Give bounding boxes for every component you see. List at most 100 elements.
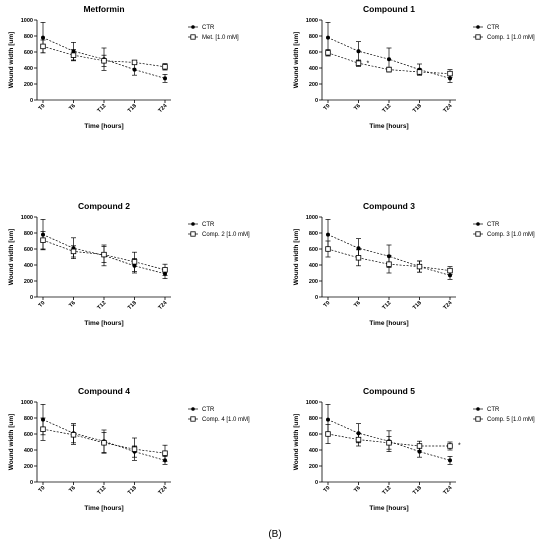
x-tick-label: T24 bbox=[442, 485, 454, 497]
data-point bbox=[132, 67, 137, 72]
y-tick-label: 200 bbox=[24, 464, 33, 470]
legend-marker bbox=[191, 25, 195, 29]
data-point bbox=[416, 443, 423, 449]
data-point bbox=[326, 417, 330, 422]
y-tick-label: 400 bbox=[309, 66, 318, 72]
significance-marker: * bbox=[458, 442, 461, 449]
data-point bbox=[70, 432, 77, 438]
x-tick-label: T18 bbox=[412, 485, 423, 496]
y-tick-label: 1000 bbox=[21, 215, 33, 221]
data-point bbox=[416, 263, 423, 270]
data-point bbox=[162, 450, 168, 456]
y-tick-label: 800 bbox=[309, 416, 318, 422]
x-axis-label: Time [hours] bbox=[84, 505, 123, 512]
x-tick-label: T6 bbox=[353, 300, 362, 309]
legend-entry: CTR bbox=[188, 407, 215, 413]
chart-title: Compound 3 bbox=[363, 201, 415, 211]
legend-entry: CTR bbox=[473, 222, 500, 228]
legend-entry: Comp. 2 [1.0 mM] bbox=[188, 231, 250, 238]
data-point bbox=[131, 59, 138, 66]
data-point bbox=[325, 50, 331, 56]
data-point bbox=[355, 255, 362, 261]
data-point bbox=[325, 246, 331, 252]
y-tick-label: 0 bbox=[315, 98, 318, 104]
x-tick-label: T24 bbox=[157, 485, 169, 497]
y-tick-label: 200 bbox=[309, 82, 318, 88]
legend-label: Comp. 2 [1.0 mM] bbox=[202, 232, 250, 238]
y-axis-label: Wound width [um] bbox=[293, 32, 300, 89]
data-point bbox=[355, 60, 362, 66]
y-tick-label: 600 bbox=[309, 432, 318, 438]
series-2 bbox=[40, 417, 168, 462]
y-tick-label: 800 bbox=[309, 231, 318, 237]
legend-entry: CTR bbox=[473, 25, 500, 31]
y-axis-label: Wound width [um] bbox=[8, 32, 15, 89]
y-tick-label: 600 bbox=[24, 432, 33, 438]
data-point bbox=[326, 232, 330, 237]
y-tick-label: 600 bbox=[24, 50, 33, 56]
x-tick-label: T18 bbox=[127, 485, 138, 496]
legend-marker bbox=[476, 407, 480, 411]
y-tick-label: 1000 bbox=[306, 400, 318, 406]
data-point bbox=[162, 267, 168, 273]
x-tick-label: T18 bbox=[127, 300, 138, 311]
chart-panel-2: Compound 1 0 200 400 600 800 1000 T0 T6 T12 T18 T24… bbox=[293, 4, 535, 130]
legend-entry: Comp. 3 [1.0 mM] bbox=[473, 231, 535, 238]
data-point bbox=[356, 246, 361, 251]
series-line bbox=[327, 433, 450, 447]
data-point bbox=[41, 35, 45, 40]
legend-marker bbox=[191, 222, 195, 226]
legend-label: CTR bbox=[202, 25, 215, 31]
data-point bbox=[356, 49, 361, 54]
series-1 bbox=[325, 404, 453, 465]
y-tick-label: 0 bbox=[315, 480, 318, 486]
legend-marker bbox=[475, 416, 481, 422]
y-tick-label: 200 bbox=[24, 82, 33, 88]
x-axis-label: Time [hours] bbox=[84, 320, 123, 327]
data-point bbox=[131, 259, 138, 265]
y-axis-label: Wound width [um] bbox=[8, 414, 15, 471]
legend-entry: CTR bbox=[473, 407, 500, 413]
x-tick-label: T18 bbox=[127, 103, 138, 114]
data-point bbox=[386, 66, 392, 73]
x-tick-label: T12 bbox=[381, 485, 392, 496]
chart-panel-3: Compound 2 0 200 400 600 800 1000 T0 T6 T12 T18 T24… bbox=[8, 201, 250, 327]
panel-label: (B) bbox=[268, 529, 281, 540]
legend-entry: Met. [1.0 mM] bbox=[188, 34, 239, 41]
legend-label: CTR bbox=[487, 222, 500, 228]
data-point bbox=[448, 458, 452, 463]
significance-marker: * bbox=[367, 60, 370, 67]
series-line bbox=[42, 46, 166, 68]
y-axis-label: Wound width [um] bbox=[293, 229, 300, 286]
legend-label: CTR bbox=[202, 407, 215, 413]
data-point bbox=[163, 76, 167, 81]
y-tick-label: 0 bbox=[315, 295, 318, 301]
chart-title: Compound 4 bbox=[78, 386, 130, 396]
data-point bbox=[387, 57, 391, 62]
y-tick-label: 800 bbox=[309, 34, 318, 40]
x-tick-label: T12 bbox=[96, 103, 107, 114]
chart-panel-1: Metformin 0 200 400 600 800 1000 T0 T6 T12 T18 T24 T… bbox=[8, 4, 239, 130]
series-1 bbox=[325, 22, 453, 83]
y-tick-label: 1000 bbox=[306, 215, 318, 221]
data-point bbox=[386, 440, 392, 446]
legend-entry: Comp. 1 [1.0 mM] bbox=[473, 34, 535, 41]
x-tick-label: T24 bbox=[442, 103, 454, 115]
y-tick-label: 400 bbox=[309, 448, 318, 454]
y-tick-label: 800 bbox=[24, 231, 33, 237]
x-tick-label: T0 bbox=[38, 103, 47, 112]
data-point bbox=[40, 43, 46, 50]
y-tick-label: 1000 bbox=[306, 18, 318, 24]
legend-marker bbox=[190, 416, 196, 422]
series-2 bbox=[40, 39, 168, 71]
data-point bbox=[101, 58, 107, 64]
y-tick-label: 0 bbox=[30, 480, 33, 486]
series-2 bbox=[325, 49, 453, 78]
data-point bbox=[326, 35, 330, 40]
data-point bbox=[70, 52, 77, 58]
data-point bbox=[162, 64, 168, 70]
x-tick-label: T18 bbox=[412, 103, 423, 114]
y-tick-label: 600 bbox=[309, 247, 318, 253]
chart-panel-5: Compound 4 0 200 400 600 800 1000 T0 T6 T12 T18 T24… bbox=[8, 386, 250, 512]
x-axis-label: Time [hours] bbox=[369, 320, 408, 327]
